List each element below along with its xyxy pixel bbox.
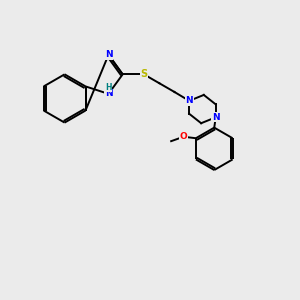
Text: N: N bbox=[212, 113, 220, 122]
Text: N: N bbox=[105, 50, 112, 59]
Text: H: H bbox=[105, 83, 112, 92]
Text: N: N bbox=[185, 96, 193, 105]
Text: O: O bbox=[180, 132, 188, 141]
Text: N: N bbox=[105, 89, 112, 98]
Text: S: S bbox=[140, 69, 147, 79]
